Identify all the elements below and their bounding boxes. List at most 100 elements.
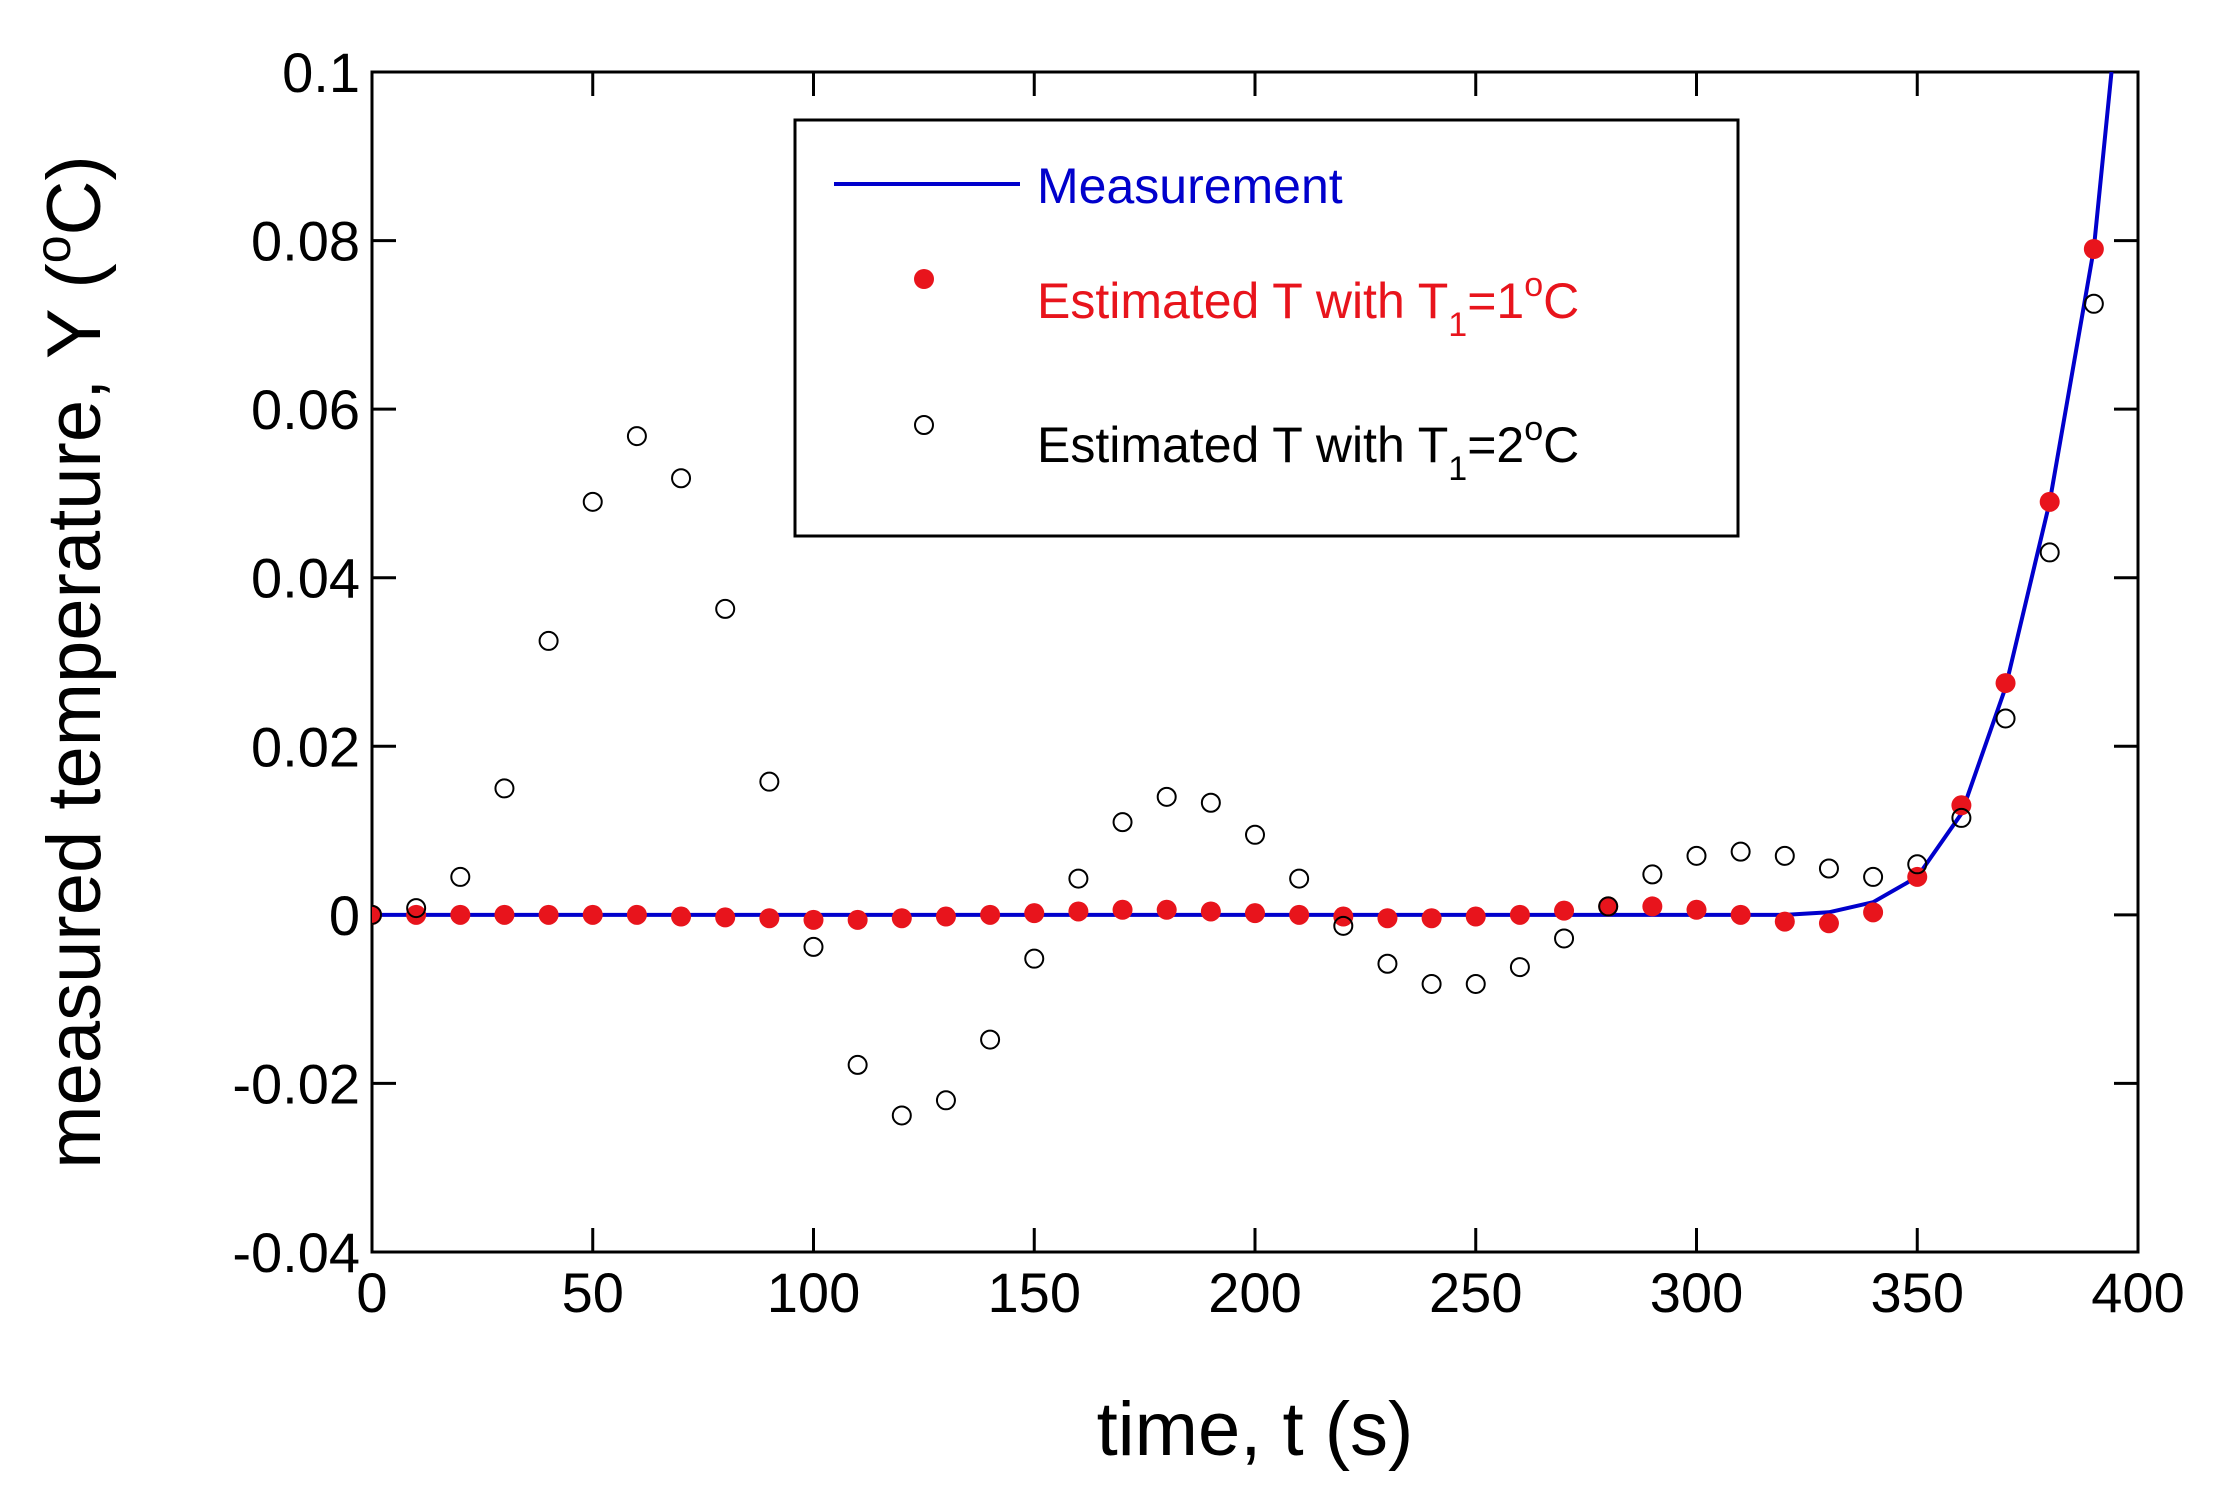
- estimated-t1-2-point: [1642, 864, 1663, 885]
- estimated-t1-1-point: [450, 904, 471, 925]
- estimated-t1-1-point: [891, 908, 912, 929]
- estimated-t1-1-point: [494, 904, 515, 925]
- estimated-t1-2-point: [1377, 953, 1398, 974]
- y-tick-label: 0: [329, 884, 360, 947]
- estimated-t1-1-point: [1156, 899, 1177, 920]
- estimated-t1-1-point: [406, 904, 427, 925]
- estimated-t1-1-point: [1509, 904, 1530, 925]
- y-axis-title-sup: o: [25, 235, 81, 263]
- estimated-t1-1-point: [1863, 902, 1884, 923]
- legend: Measurement Estimated T with T1=1oC Esti…: [793, 118, 1740, 538]
- series-layer: [372, 72, 2114, 1126]
- legend-t1-2-sub: 1: [1448, 450, 1467, 488]
- estimated-t1-1-point: [1068, 901, 1089, 922]
- legend-t1-1-sup: o: [1524, 266, 1543, 304]
- estimated-t1-1-point: [1245, 903, 1265, 924]
- estimated-t1-2-point: [935, 1090, 956, 1111]
- x-tick-label: 0: [356, 1261, 387, 1324]
- x-tick-label: 250: [1429, 1261, 1522, 1324]
- estimated-t1-1-point: [2083, 239, 2104, 259]
- estimated-t1-2-point: [1509, 957, 1530, 978]
- estimated-t1-1-point: [1774, 911, 1795, 932]
- estimated-t1-1-point: [1686, 899, 1707, 920]
- legend-t1-1-eq: =1: [1467, 273, 1524, 329]
- estimated-t1-2-point: [1774, 845, 1795, 866]
- x-tick-label: 400: [2091, 1261, 2184, 1324]
- estimated-t1-2-point: [803, 936, 824, 957]
- x-tick-label: 200: [1208, 1261, 1301, 1324]
- estimated-t1-1-point: [1024, 903, 1045, 924]
- estimated-t1-1-point: [1289, 904, 1310, 925]
- legend-box: [793, 118, 1740, 538]
- estimated-t1-2-point: [1465, 973, 1486, 994]
- estimated-t1-1-point: [1598, 896, 1619, 917]
- y-axis-title: measured temperature, Y (oC): [25, 155, 117, 1168]
- estimated-t1-2-point: [1156, 786, 1177, 807]
- estimated-t1-2-point: [891, 1105, 912, 1126]
- estimated-t1-1-point: [1554, 900, 1575, 921]
- axis-ticks: [370, 70, 2140, 1254]
- estimated-t1-1-point: [538, 904, 559, 925]
- estimated-t1-1-point: [626, 904, 647, 925]
- estimated-t1-2-point: [1730, 841, 1751, 862]
- estimated-t1-2-point: [759, 771, 780, 792]
- y-tick-label: -0.02: [232, 1052, 360, 1115]
- estimated-t1-2-point: [671, 468, 692, 489]
- legend-t1-1-swatch: [914, 269, 934, 289]
- legend-t1-2-label: Estimated T with T1=2oC: [1037, 410, 1579, 488]
- estimated-t1-1-point: [1642, 896, 1663, 917]
- estimated-t1-2-point: [538, 630, 559, 651]
- estimated-t1-2-point: [1686, 845, 1707, 866]
- estimated-t1-1-point: [759, 908, 780, 929]
- y-tick-label: -0.04: [232, 1221, 360, 1284]
- legend-t1-2-eq: =2: [1467, 417, 1524, 473]
- estimated-t1-2-point: [847, 1054, 868, 1075]
- estimated-t1-2-point: [1024, 948, 1045, 969]
- estimated-t1-2-point: [1289, 868, 1310, 889]
- estimated-t1-2-point: [2083, 293, 2104, 314]
- legend-t1-2-swatch: [914, 415, 934, 435]
- estimated-t1-2-point: [1598, 896, 1619, 917]
- y-tick-label: 0.08: [251, 210, 360, 273]
- estimated-t1-2-point: [980, 1029, 1001, 1050]
- legend-t1-1-label: Estimated T with T1=1oC: [1037, 266, 1579, 344]
- estimated-t1-2-point: [1200, 792, 1221, 813]
- estimated-t1-1-point: [1465, 906, 1486, 927]
- estimated-t1-2-point: [494, 778, 515, 799]
- y-tick-label: 0.04: [251, 547, 360, 610]
- estimated-t1-2-point: [1863, 866, 1884, 887]
- estimated-t1-2-point: [450, 866, 471, 887]
- estimated-t1-2-point: [1333, 915, 1354, 936]
- estimated-t1-2-point: [626, 426, 647, 447]
- estimated-t1-1-point: [1421, 908, 1442, 929]
- estimated-t1-1-point: [582, 904, 603, 925]
- estimated-t1-1-point: [935, 906, 956, 927]
- x-tick-label: 100: [767, 1261, 860, 1324]
- y-tick-label: 0.06: [251, 378, 360, 441]
- estimated-t1-1-point: [671, 906, 692, 927]
- estimated-t1-2-point: [1245, 824, 1265, 845]
- estimated-t1-1-point: [980, 904, 1001, 925]
- estimated-t1-2-point: [1818, 858, 1839, 879]
- estimated-t1-1-point: [1377, 908, 1398, 929]
- legend-t1-2-sup: o: [1524, 410, 1543, 448]
- estimated-t1-2-point: [1421, 973, 1442, 994]
- estimated-t1-2-point: [1068, 868, 1089, 889]
- x-tick-label: 150: [988, 1261, 1081, 1324]
- estimated-t1-2-point: [582, 491, 603, 512]
- legend-t1-1-tail: C: [1543, 273, 1579, 329]
- estimated-t1-1-point: [2039, 491, 2060, 512]
- estimated-t1-1-point: [1730, 904, 1751, 925]
- legend-t1-2-main: Estimated T with T: [1037, 417, 1448, 473]
- legend-t1-1-sub: 1: [1448, 306, 1467, 344]
- legend-t1-1-main: Estimated T with T: [1037, 273, 1448, 329]
- x-tick-label: 50: [562, 1261, 624, 1324]
- axis-tick-labels: 0 50 100 150 200 250 300 350 400 -0.04 -0.02 0 0.02 0…: [232, 41, 2184, 1324]
- legend-t1-2-tail: C: [1543, 417, 1579, 473]
- estimated-t1-2-point: [1554, 928, 1575, 949]
- estimated-t1-1-point: [847, 909, 868, 930]
- estimated-t1-2-point: [2039, 542, 2060, 563]
- estimated-t1-1-point: [715, 907, 736, 928]
- estimated-t1-2-point: [1951, 807, 1972, 828]
